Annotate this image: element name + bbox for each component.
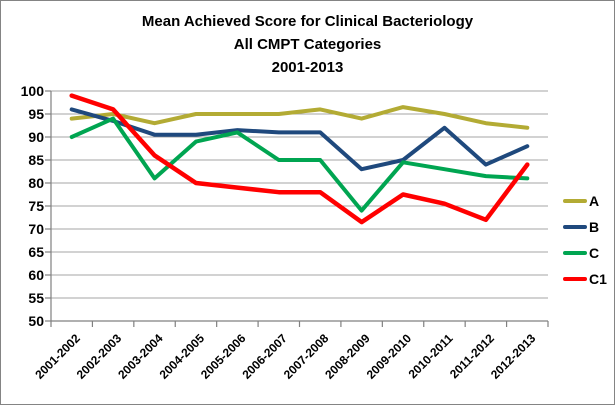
chart-title-line-3: 2001-2013 xyxy=(271,59,344,76)
y-tick-label: 80 xyxy=(28,175,44,191)
series-line-C xyxy=(69,116,530,213)
legend-swatch-C xyxy=(563,251,587,255)
legend-label-B: B xyxy=(589,219,600,235)
chart-title: Mean Achieved Score for Clinical Bacteri… xyxy=(1,10,614,79)
legend-label-A: A xyxy=(589,193,600,209)
legend-swatch-B xyxy=(563,225,587,229)
axes xyxy=(45,90,549,327)
legend-item-A: A xyxy=(563,192,607,210)
legend-item-C1: C1 xyxy=(563,270,607,288)
x-axis-labels: 2001-20022002-20032003-20042004-20052005… xyxy=(32,331,538,382)
y-tick-label: 85 xyxy=(28,152,44,168)
legend-item-B: B xyxy=(563,218,607,236)
y-axis-labels: 100 95 90 85 80 75 70 65 60 55 50 xyxy=(21,83,45,329)
y-tick-label: 55 xyxy=(28,290,44,306)
legend-item-C: C xyxy=(563,244,607,262)
x-tick-label: 2009-2010 xyxy=(364,331,415,382)
series-line-C1 xyxy=(69,93,530,225)
chart-title-line-2: All CMPT Categories xyxy=(233,36,382,53)
legend-swatch-A xyxy=(563,199,587,203)
y-tick-label: 100 xyxy=(21,83,45,99)
x-tick-label: 2012-2013 xyxy=(488,331,539,382)
y-tick-label: 65 xyxy=(28,244,44,260)
y-tick-label: 50 xyxy=(28,313,44,329)
series-line-B xyxy=(69,107,530,172)
legend-swatch-C1 xyxy=(563,277,587,281)
series-line-A xyxy=(69,105,530,130)
y-tick-label: 75 xyxy=(28,198,44,214)
y-tick-label: 70 xyxy=(28,221,44,237)
y-tick-label: 60 xyxy=(28,267,44,283)
y-tick-label: 95 xyxy=(28,106,44,122)
y-tick-label: 90 xyxy=(28,129,44,145)
legend: A B C C1 xyxy=(563,192,607,288)
legend-label-C: C xyxy=(589,245,600,261)
chart-title-line-1: Mean Achieved Score for Clinical Bacteri… xyxy=(141,13,474,30)
legend-label-C1: C1 xyxy=(589,271,607,287)
